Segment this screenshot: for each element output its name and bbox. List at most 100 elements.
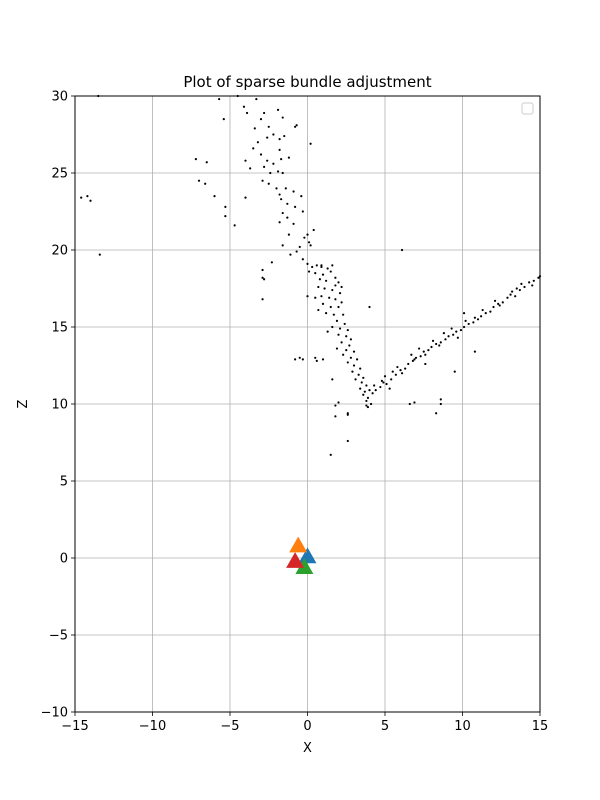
point-marker (345, 349, 348, 352)
y-tick-label: 25 (51, 167, 68, 182)
point-marker (359, 387, 362, 390)
point-marker (346, 361, 349, 364)
point-marker (346, 412, 349, 415)
point-marker (431, 339, 435, 342)
point-marker (325, 312, 328, 315)
point-marker (245, 111, 249, 115)
point-marker (394, 373, 397, 376)
point-marker (286, 202, 289, 205)
point-marker (332, 313, 335, 316)
point-marker (400, 372, 404, 375)
point-marker (368, 389, 371, 392)
point-marker (259, 153, 263, 156)
point-marker (301, 210, 304, 213)
point-marker (261, 298, 264, 301)
point-marker (442, 332, 445, 335)
point-marker (263, 165, 266, 168)
point-marker (424, 353, 427, 356)
point-marker (301, 258, 304, 261)
point-marker (269, 171, 272, 175)
point-marker (497, 302, 500, 305)
point-marker (484, 312, 487, 315)
y-tick-label: −10 (41, 706, 68, 721)
point-marker (382, 381, 385, 384)
point-marker (467, 322, 470, 326)
point-marker (444, 338, 447, 341)
point-marker (197, 179, 201, 182)
point-marker (532, 279, 535, 282)
point-marker (287, 156, 290, 159)
grid-lines (74, 95, 541, 713)
point-marker (510, 290, 514, 293)
point-marker (242, 105, 246, 108)
point-marker (98, 253, 101, 256)
point-marker (311, 265, 314, 269)
point-marker (430, 345, 433, 349)
point-marker (281, 171, 284, 175)
point-marker (345, 335, 348, 338)
point-marker (338, 292, 342, 295)
point-marker (342, 353, 345, 356)
point-marker (334, 415, 337, 418)
point-marker (334, 284, 337, 287)
point-marker (323, 287, 326, 290)
x-tick-label: 15 (532, 719, 549, 734)
point-marker (218, 97, 221, 101)
point-marker (366, 405, 370, 409)
point-marker (338, 327, 342, 330)
point-marker (473, 316, 476, 319)
point-marker (244, 196, 247, 199)
point-marker (464, 319, 467, 322)
point-marker (292, 222, 295, 225)
point-marker (224, 205, 227, 208)
point-marker (307, 270, 311, 273)
point-marker (281, 211, 284, 215)
point-marker (194, 158, 197, 161)
point-marker (334, 298, 337, 301)
point-marker (314, 356, 317, 359)
point-marker (366, 396, 370, 399)
point-marker (205, 161, 208, 164)
point-marker (329, 270, 332, 273)
point-marker (404, 367, 407, 370)
point-marker (321, 302, 325, 305)
point-marker (335, 347, 339, 350)
point-marker (303, 236, 306, 239)
point-marker (263, 278, 266, 281)
point-marker (343, 322, 346, 326)
point-marker (315, 359, 318, 362)
point-marker (294, 125, 297, 128)
point-marker (362, 393, 365, 396)
point-marker (418, 347, 421, 350)
chart-title: Plot of sparse bundle adjustment (183, 73, 431, 91)
point-marker (413, 358, 416, 361)
point-marker (514, 295, 517, 298)
point-marker (278, 193, 281, 196)
point-marker (261, 268, 264, 272)
point-marker (439, 398, 442, 401)
point-marker (407, 362, 410, 366)
point-marker (452, 333, 455, 336)
point-marker (424, 362, 427, 366)
point-marker (531, 284, 534, 287)
x-tick-label: 10 (454, 719, 471, 734)
point-marker (476, 318, 480, 321)
point-marker (473, 350, 476, 353)
point-marker (320, 295, 323, 298)
point-marker (317, 285, 320, 289)
point-marker (396, 365, 399, 369)
point-marker (523, 285, 526, 289)
point-marker (383, 375, 387, 378)
point-marker (346, 413, 349, 416)
point-marker (224, 215, 227, 218)
point-marker (321, 358, 325, 361)
point-marker (439, 341, 442, 344)
point-marker (422, 350, 425, 353)
point-marker (439, 402, 442, 406)
point-marker (365, 399, 368, 403)
point-marker (340, 301, 343, 304)
point-marker (450, 327, 453, 330)
camera-markers (286, 536, 317, 574)
point-marker (261, 179, 264, 182)
